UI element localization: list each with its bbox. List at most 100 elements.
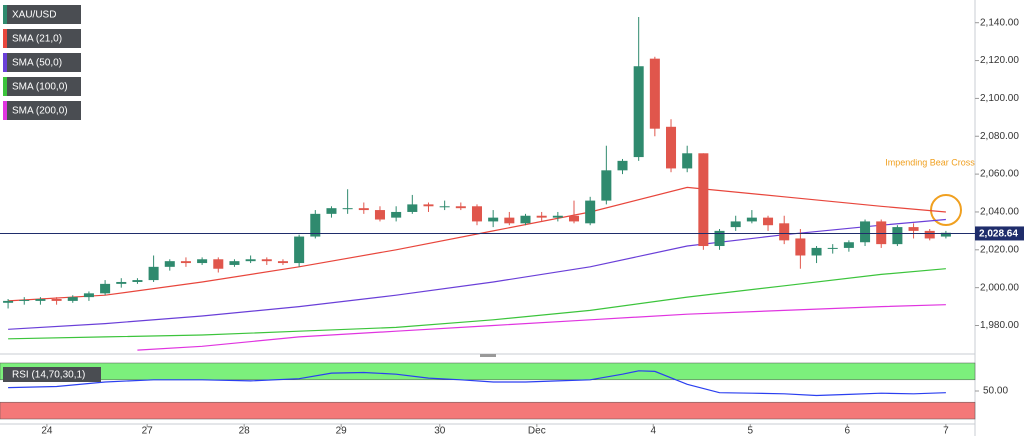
candle-body [617,160,628,171]
highlight-circle [930,194,962,226]
candle-body [19,299,30,301]
legend-label: SMA (21,0) [12,34,62,45]
candle-body [488,217,499,222]
candle-body [601,170,612,201]
candle-body [924,230,935,239]
legend-swatch [3,5,7,24]
y-tick-label: 2,060.00 [980,169,1019,180]
legend-label: SMA (50,0) [12,58,62,69]
rsi-line [8,370,946,397]
candle-body [391,211,402,218]
annotation: Impending Bear Cross [885,157,975,167]
rsi-title-box [3,367,101,382]
rsi-band [0,401,976,420]
candle-body [908,227,919,231]
legend-item[interactable]: SMA (200,0) [3,101,81,120]
candle-body [67,297,78,301]
candle-body [811,247,822,256]
candle-body [374,210,385,220]
legend-box [3,29,81,48]
candle-body [455,206,466,209]
legend-item[interactable]: SMA (21,0) [3,29,81,48]
legend-label: XAU/USD [12,10,56,21]
rsi-band [0,362,976,381]
legend-item[interactable]: SMA (100,0) [3,77,81,96]
candle-body [795,238,806,256]
y-tick-label: 2,100.00 [980,93,1019,104]
x-tick-label: 7 [943,426,949,436]
legend-swatch [3,29,7,48]
candle-body [714,230,725,247]
candle-body [520,215,531,224]
candle-body [779,223,790,241]
candle-body [83,293,94,298]
candle-body [277,261,288,264]
legend-item[interactable]: XAU/USD [3,5,81,24]
y-tick-label: 2,080.00 [980,131,1019,142]
y-tick-label: 50.00 [983,386,1008,397]
panel-resize-handle[interactable] [480,354,496,357]
candle-body [827,247,838,249]
sma-line [137,304,946,351]
candle-body [649,58,660,129]
x-tick-label: 6 [844,426,850,436]
candle-body [633,66,644,158]
candle-body [666,126,677,169]
candle-body [326,208,337,214]
x-tick-label: Dec [528,426,546,436]
candle-body [940,232,951,237]
candle-body [407,204,418,212]
candle-body [261,259,272,262]
candle-body [876,221,887,245]
legend-box [3,101,81,120]
candle-body [148,266,159,281]
x-tick-label: 27 [142,426,154,436]
candle-body [698,153,709,247]
candle-body [116,281,127,284]
y-tick-label: 2,040.00 [980,207,1019,218]
candle-body [294,236,305,264]
legend-label: SMA (200,0) [12,106,68,117]
candle-body [35,299,46,301]
x-tick-label: 4 [650,426,656,436]
candle-body [229,261,240,265]
candle-body [213,259,224,269]
legend-box [3,53,81,72]
y-tick-label: 2,020.00 [980,244,1019,255]
candle-body [746,217,757,222]
sma-line [8,186,946,302]
sma-line [8,268,946,340]
x-tick-label: 29 [336,426,348,436]
y-tick-label: 2,000.00 [980,282,1019,293]
candle-body [439,206,450,208]
candle-body [763,217,774,226]
candle-body [132,280,143,282]
y-tick-label: 2,140.00 [980,17,1019,28]
candle-body [892,227,903,245]
last-price-box [975,226,1024,241]
candle-body [536,215,547,218]
candle-body [423,204,434,207]
candle-body [730,221,741,228]
candle-body [860,221,871,243]
legend-item[interactable]: SMA (50,0) [3,53,81,72]
candle-body [682,153,693,169]
rsi-title: RSI (14,70,30,1) [12,370,85,381]
candle-body [310,213,321,237]
candle-body [180,261,191,264]
candle-body [552,215,563,218]
legend-box [3,77,81,96]
candle-body [51,299,62,301]
candle-body [342,208,353,210]
candle-body [585,200,596,224]
candle-body [358,208,369,211]
x-tick-label: 30 [434,426,446,436]
legend-label: SMA (100,0) [12,82,68,93]
legend-swatch [3,77,7,96]
legend-box [3,5,81,24]
candle-body [568,215,580,222]
candle-body [197,259,208,264]
candle-body [3,300,14,303]
